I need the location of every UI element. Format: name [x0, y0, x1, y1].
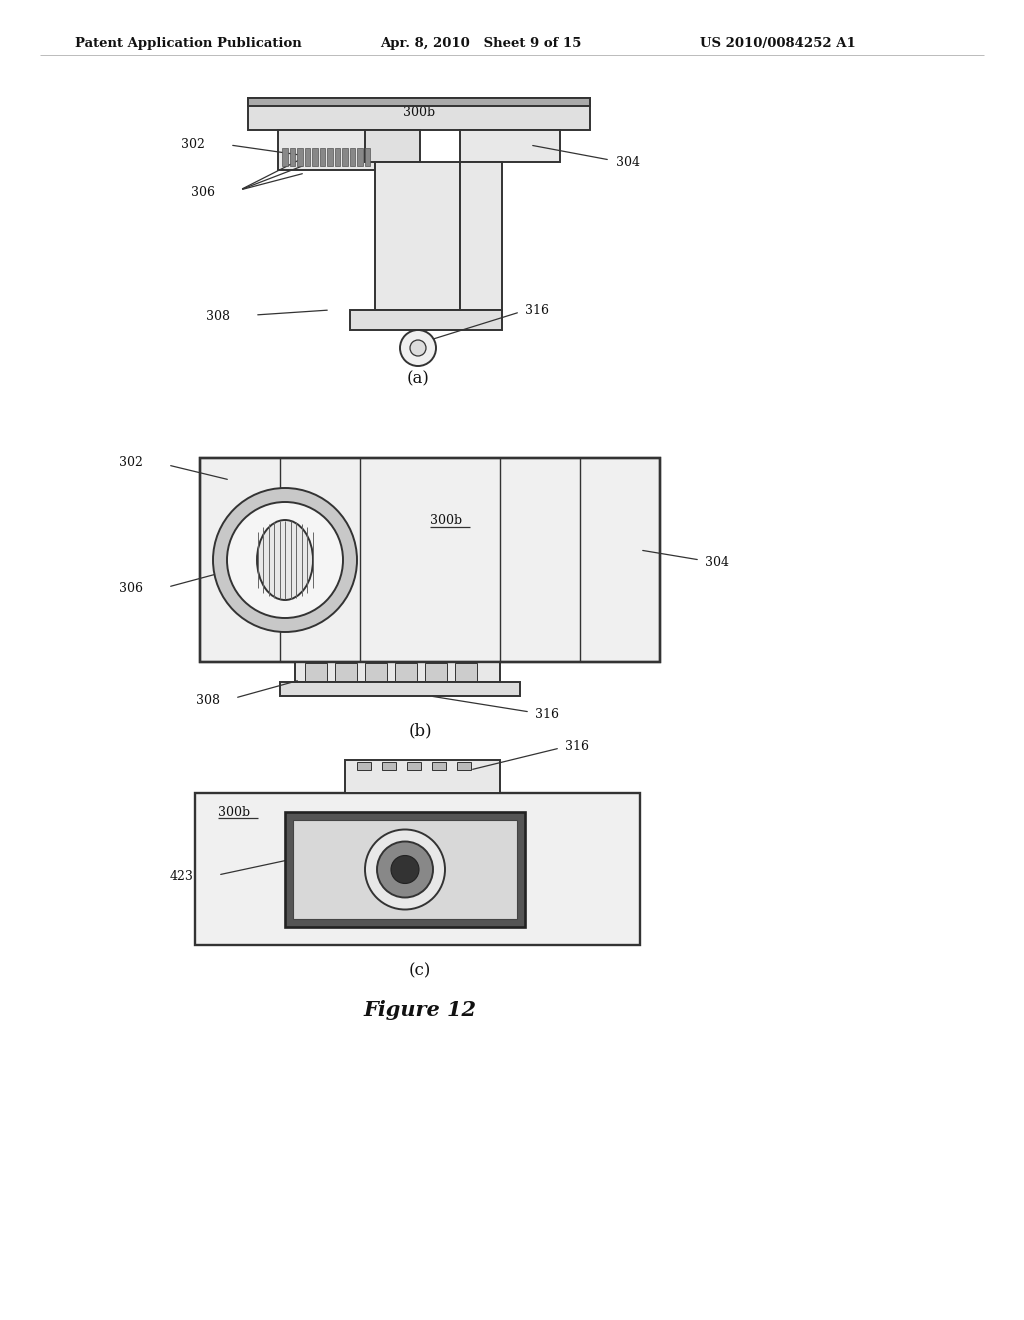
Text: 306: 306: [119, 582, 143, 595]
Bar: [425, 663, 447, 681]
Bar: [327, 148, 333, 166]
Bar: [195, 793, 640, 945]
Text: Apr. 8, 2010   Sheet 9 of 15: Apr. 8, 2010 Sheet 9 of 15: [380, 37, 582, 50]
Text: 316: 316: [525, 304, 549, 317]
Text: 302: 302: [181, 139, 205, 152]
Bar: [407, 762, 421, 770]
Bar: [335, 663, 357, 681]
Bar: [282, 148, 288, 166]
Bar: [285, 812, 525, 927]
Text: 302: 302: [119, 457, 143, 470]
Bar: [319, 148, 325, 166]
Circle shape: [227, 502, 343, 618]
Bar: [297, 148, 302, 166]
Text: US 2010/0084252 A1: US 2010/0084252 A1: [700, 37, 856, 50]
Bar: [304, 148, 310, 166]
Bar: [349, 148, 355, 166]
Text: 306: 306: [191, 186, 215, 198]
Bar: [345, 760, 500, 793]
Circle shape: [365, 829, 445, 909]
Ellipse shape: [257, 520, 313, 601]
Bar: [248, 98, 590, 129]
Bar: [457, 762, 471, 770]
Bar: [365, 663, 387, 681]
Text: Figure 12: Figure 12: [364, 1001, 476, 1020]
Text: Patent Application Publication: Patent Application Publication: [75, 37, 302, 50]
Circle shape: [377, 842, 433, 898]
Text: 423: 423: [169, 870, 193, 883]
Text: 300b: 300b: [402, 106, 435, 119]
Bar: [460, 129, 560, 162]
Text: 308: 308: [196, 693, 220, 706]
Circle shape: [213, 488, 357, 632]
Bar: [305, 663, 327, 681]
Text: 316: 316: [565, 741, 589, 754]
Bar: [290, 148, 295, 166]
Bar: [200, 458, 660, 663]
Bar: [455, 663, 477, 681]
Bar: [432, 762, 446, 770]
Bar: [395, 663, 417, 681]
Bar: [278, 129, 375, 170]
Circle shape: [410, 341, 426, 356]
Bar: [293, 820, 517, 919]
Text: 300b: 300b: [218, 805, 250, 818]
Circle shape: [391, 855, 419, 883]
Bar: [375, 162, 460, 310]
Bar: [280, 682, 520, 696]
Text: 300b: 300b: [430, 513, 462, 527]
Bar: [357, 762, 371, 770]
Bar: [248, 98, 590, 106]
Text: (b): (b): [409, 722, 432, 739]
Text: 316: 316: [535, 708, 559, 721]
Bar: [200, 458, 660, 663]
Bar: [357, 148, 362, 166]
Bar: [295, 663, 500, 682]
Text: 304: 304: [705, 556, 729, 569]
Text: 304: 304: [616, 156, 640, 169]
Bar: [312, 148, 317, 166]
Bar: [460, 162, 502, 310]
Bar: [580, 458, 660, 663]
Bar: [365, 129, 420, 162]
Text: (a): (a): [407, 370, 429, 387]
Bar: [335, 148, 340, 166]
Bar: [342, 148, 347, 166]
Bar: [200, 458, 280, 663]
Text: (c): (c): [409, 962, 431, 979]
Bar: [350, 310, 502, 330]
Circle shape: [400, 330, 436, 366]
Text: 308: 308: [206, 310, 230, 323]
Bar: [382, 762, 396, 770]
Bar: [365, 148, 370, 166]
